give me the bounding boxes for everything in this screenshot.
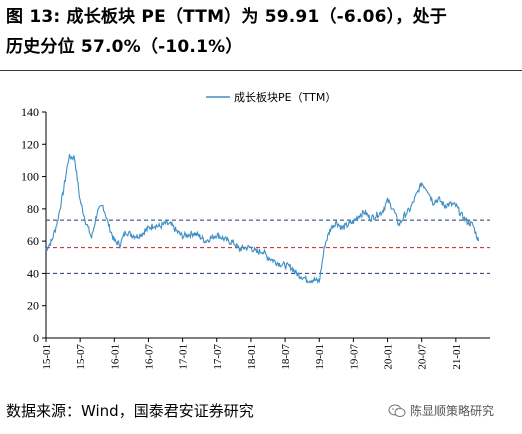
x-tick-label: 18-07: [280, 344, 292, 370]
y-tick-label: 60: [27, 234, 39, 248]
y-tick-label: 20: [27, 299, 39, 313]
x-tick-label: 19-01: [314, 344, 326, 370]
x-tick-label: 16-01: [109, 344, 121, 370]
x-tick-label: 20-07: [417, 344, 429, 370]
figure-title-line-2: 历史分位 57.0%（-10.1%）: [6, 37, 243, 57]
series-group: [45, 153, 480, 284]
watermark: 陈显顺策略研究: [388, 402, 494, 419]
x-tick-label: 18-01: [246, 344, 258, 370]
x-tick-label: 15-01: [41, 344, 53, 370]
x-tick-label: 20-01: [383, 344, 395, 370]
y-tick-label: 80: [27, 202, 39, 216]
x-tick-label: 16-07: [143, 344, 155, 370]
series-line: [45, 153, 480, 284]
reference-lines: [46, 219, 490, 274]
data-source-note: 数据来源：Wind，国泰君安证券研究: [6, 402, 254, 420]
x-tick-label: 17-01: [178, 344, 190, 370]
figure-title-line-1: 图 13: 成长板块 PE（TTM）为 59.91（-6.06），处于: [6, 7, 447, 27]
x-tick-label: 21-01: [451, 344, 463, 370]
y-tick-label: 140: [21, 105, 39, 119]
wechat-icon: [388, 404, 406, 417]
y-tick-label: 40: [27, 266, 39, 280]
y-tick-label: 100: [21, 170, 39, 184]
y-tick-label: 120: [21, 137, 39, 151]
legend: 成长板块PE（TTM）: [206, 90, 336, 104]
x-tick-label: 19-07: [348, 344, 360, 370]
x-tick-label: 15-07: [75, 344, 87, 370]
watermark-text: 陈显顺策略研究: [410, 404, 495, 418]
y-axis: 0 20 40 60 80 100 120 140: [21, 105, 47, 345]
x-axis: 15-01 15-07 16-01 16-07 17-01 17-07 18-01 18-07…: [41, 337, 490, 370]
figure-title: 图 13: 成长板块 PE（TTM）为 59.91（-6.06），处于 历史分位…: [6, 2, 518, 62]
y-tick-label: 0: [33, 331, 39, 345]
x-tick-label: 17-07: [212, 344, 224, 370]
title-divider: [0, 70, 522, 71]
legend-label: 成长板块PE（TTM）: [234, 90, 336, 104]
